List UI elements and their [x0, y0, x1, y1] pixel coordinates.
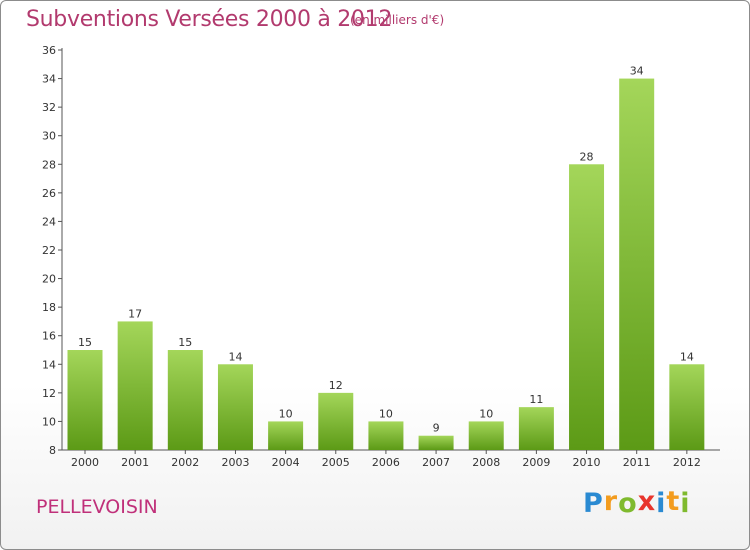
bar-2003 — [217, 364, 253, 450]
value-label-2007: 9 — [433, 422, 440, 435]
chart-title: Subventions Versées 2000 à 2012 — [26, 7, 393, 32]
value-label-2001: 17 — [128, 307, 142, 320]
bar-2007 — [418, 435, 454, 450]
y-tick-label: 20 — [42, 273, 56, 286]
x-tick-label-2007: 2007 — [422, 456, 450, 469]
logo-letter: r — [603, 486, 619, 517]
bar-2005 — [318, 392, 354, 450]
y-tick-label: 10 — [42, 415, 56, 428]
value-label-2000: 15 — [78, 336, 92, 349]
logo-letter: i — [656, 488, 667, 519]
logo-letter: i — [680, 488, 691, 519]
logo-letter: o — [618, 488, 638, 519]
bar-2006 — [368, 421, 404, 450]
x-tick-label-2003: 2003 — [221, 456, 249, 469]
y-tick-label: 36 — [42, 44, 56, 57]
y-tick-label: 22 — [42, 244, 56, 257]
y-tick-label: 30 — [42, 130, 56, 143]
y-tick-label: 26 — [42, 187, 56, 200]
value-label-2002: 15 — [178, 336, 192, 349]
bar-2012 — [669, 364, 705, 450]
x-tick-label-2012: 2012 — [673, 456, 701, 469]
value-label-2008: 10 — [479, 407, 493, 420]
value-label-2009: 11 — [529, 393, 543, 406]
value-label-2004: 10 — [279, 407, 293, 420]
y-tick-label: 28 — [42, 158, 56, 171]
value-label-2011: 34 — [630, 65, 644, 78]
bar-2009 — [518, 407, 554, 450]
x-tick-label-2002: 2002 — [171, 456, 199, 469]
bar-2010 — [569, 164, 605, 451]
bar-2000 — [67, 350, 103, 450]
x-tick-label-2000: 2000 — [71, 456, 99, 469]
logo-letter: x — [637, 486, 657, 517]
y-tick-label: 14 — [42, 358, 56, 371]
value-label-2005: 12 — [329, 379, 343, 392]
x-tick-label-2001: 2001 — [121, 456, 149, 469]
y-tick-label: 16 — [42, 330, 56, 343]
y-tick-label: 24 — [42, 215, 56, 228]
chart-subtitle: (en milliers d'€) — [350, 13, 445, 27]
x-tick-label-2009: 2009 — [522, 456, 550, 469]
logo-letter: P — [583, 488, 604, 519]
y-tick-label: 18 — [42, 301, 56, 314]
value-label-2006: 10 — [379, 407, 393, 420]
bar-2001 — [117, 321, 153, 450]
logo-letter: t — [666, 486, 681, 517]
proxiti-logo: Proxiti — [583, 486, 691, 519]
bar-2002 — [167, 350, 203, 450]
bar-2004 — [268, 421, 304, 450]
x-tick-label-2011: 2011 — [623, 456, 651, 469]
value-label-2010: 28 — [580, 150, 594, 163]
y-tick-label: 34 — [42, 73, 56, 86]
x-tick-label-2004: 2004 — [272, 456, 300, 469]
x-tick-label-2005: 2005 — [322, 456, 350, 469]
value-label-2003: 14 — [228, 350, 242, 363]
commune-name: PELLEVOISIN — [36, 496, 158, 518]
value-label-2012: 14 — [680, 350, 694, 363]
bar-2011 — [619, 78, 655, 451]
y-tick-label: 8 — [49, 444, 56, 457]
chart-labels: 15 2000 17 2001 15 2002 14 2003 10 2004 12 2005 10 20… — [71, 65, 701, 469]
x-tick-label-2010: 2010 — [573, 456, 601, 469]
y-tick-label: 32 — [42, 101, 56, 114]
y-tick-label: 12 — [42, 387, 56, 400]
chart-bars — [67, 78, 705, 451]
x-tick-label-2006: 2006 — [372, 456, 400, 469]
bar-2008 — [468, 421, 504, 450]
x-tick-label-2008: 2008 — [472, 456, 500, 469]
